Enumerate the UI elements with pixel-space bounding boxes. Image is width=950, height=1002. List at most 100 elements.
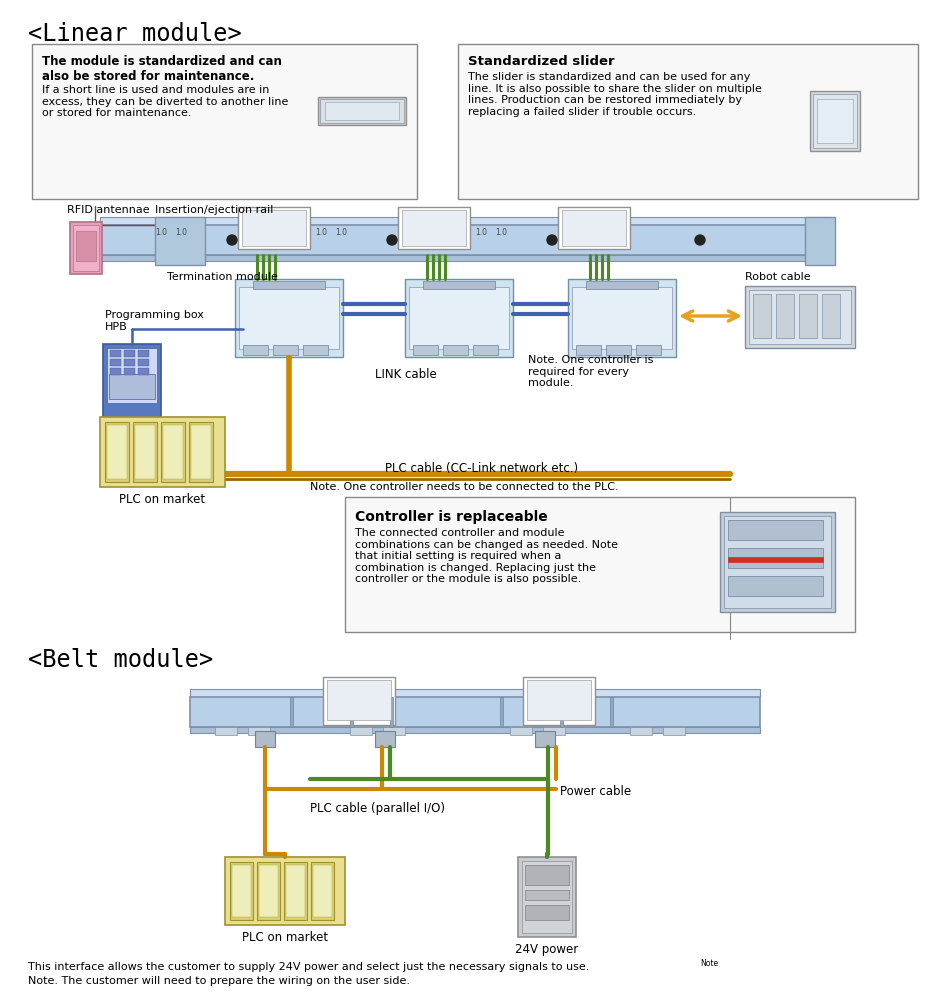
Bar — [110, 360, 121, 367]
Text: 1.0: 1.0 — [475, 227, 487, 236]
Text: 1.0: 1.0 — [315, 227, 327, 236]
Bar — [423, 282, 495, 290]
Bar — [242, 210, 306, 246]
Bar — [163, 426, 183, 480]
Bar — [510, 727, 532, 735]
Bar — [323, 677, 395, 725]
Bar — [103, 345, 161, 445]
Bar — [822, 295, 840, 339]
Bar — [100, 217, 830, 225]
Bar — [390, 697, 393, 727]
Bar — [320, 100, 404, 124]
Text: Insertion/ejection rail: Insertion/ejection rail — [155, 204, 274, 214]
Bar — [383, 727, 405, 735]
Bar — [560, 697, 563, 727]
Bar — [398, 207, 470, 249]
Bar — [110, 369, 121, 376]
Bar — [527, 680, 591, 720]
Bar — [350, 697, 353, 727]
Bar — [402, 210, 466, 246]
Bar — [70, 222, 102, 275]
Text: The slider is standardized and can be used for any
line. It is also possible to : The slider is standardized and can be us… — [468, 72, 762, 116]
Bar — [606, 346, 631, 356]
Bar — [76, 231, 96, 262]
Bar — [232, 865, 251, 917]
Bar — [313, 865, 332, 917]
Text: 1.0: 1.0 — [495, 227, 507, 236]
Circle shape — [387, 235, 397, 245]
Bar — [724, 516, 831, 608]
Bar — [610, 697, 613, 727]
Bar — [630, 727, 652, 735]
Bar — [189, 423, 213, 483]
Text: Programming box
HPB: Programming box HPB — [105, 310, 204, 332]
Bar — [518, 857, 576, 937]
Bar — [284, 862, 307, 920]
Text: LINK cable: LINK cable — [375, 368, 437, 381]
Bar — [728, 557, 823, 562]
Text: If a short line is used and modules are in
excess, they can be diverted to anoth: If a short line is used and modules are … — [42, 85, 289, 118]
Bar — [817, 100, 853, 144]
Bar — [253, 282, 325, 290]
Bar — [345, 498, 855, 632]
Bar — [105, 423, 129, 483]
Bar — [190, 689, 760, 697]
Bar — [155, 217, 205, 266]
Bar — [543, 727, 565, 735]
Bar — [259, 865, 278, 917]
Text: The connected controller and module
combinations can be changed as needed. Note
: The connected controller and module comb… — [355, 527, 618, 584]
Text: RFID antennae: RFID antennae — [67, 204, 150, 214]
Text: Note: Note — [700, 958, 718, 967]
Bar — [230, 862, 253, 920]
Bar — [443, 346, 468, 356]
Text: 24V power: 24V power — [515, 942, 579, 955]
Bar — [473, 346, 498, 356]
Text: Note. One controller is
required for every
module.: Note. One controller is required for eve… — [528, 355, 654, 388]
Bar — [325, 103, 399, 121]
Bar — [133, 423, 157, 483]
Bar — [138, 351, 149, 358]
Bar — [215, 727, 237, 735]
Bar — [525, 890, 569, 900]
Bar — [290, 697, 293, 727]
Bar — [500, 697, 503, 727]
Text: PLC on market: PLC on market — [242, 930, 328, 943]
Bar — [124, 369, 135, 376]
Circle shape — [227, 235, 237, 245]
Bar — [303, 346, 328, 356]
Bar — [109, 375, 155, 400]
Bar — [124, 351, 135, 358]
Bar — [257, 862, 280, 920]
Bar — [805, 217, 835, 266]
Bar — [32, 45, 417, 199]
Bar — [576, 346, 601, 356]
Text: Note. The customer will need to prepare the wiring on the user side.: Note. The customer will need to prepare … — [28, 975, 410, 985]
Bar — [243, 346, 268, 356]
Bar — [413, 346, 438, 356]
Bar — [799, 295, 817, 339]
Text: <Belt module>: <Belt module> — [28, 647, 213, 671]
Bar — [523, 677, 595, 725]
Bar — [728, 548, 823, 568]
Bar — [286, 865, 305, 917]
Text: PLC on market: PLC on market — [119, 493, 205, 505]
Bar — [663, 727, 685, 735]
Bar — [525, 905, 569, 920]
Text: Controller is replaceable: Controller is replaceable — [355, 509, 548, 523]
Bar — [107, 349, 157, 404]
Circle shape — [695, 235, 705, 245]
Bar — [238, 207, 310, 249]
Text: This interface allows the customer to supply 24V power and select just the neces: This interface allows the customer to su… — [28, 961, 589, 971]
Bar — [458, 45, 918, 199]
Bar — [248, 727, 270, 735]
Bar — [327, 680, 391, 720]
Bar — [558, 207, 630, 249]
Bar — [728, 576, 823, 596]
Bar — [810, 92, 860, 152]
Text: PLC cable (CC-Link network etc.): PLC cable (CC-Link network etc.) — [385, 462, 579, 475]
Bar — [720, 512, 835, 612]
Bar — [190, 727, 760, 733]
Text: Power cable: Power cable — [560, 785, 631, 798]
Bar — [562, 210, 626, 246]
Bar — [776, 295, 794, 339]
